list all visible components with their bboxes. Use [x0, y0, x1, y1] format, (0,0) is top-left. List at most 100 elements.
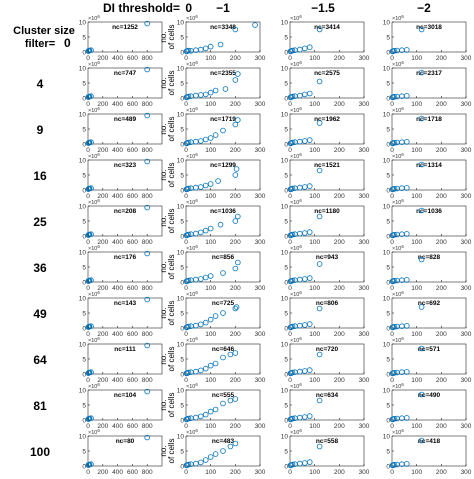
- y-tick-label: 0: [386, 280, 390, 287]
- y-tick-label: 5: [284, 265, 288, 272]
- x-tick-label: 300: [255, 469, 266, 476]
- x-tick-label: 0: [184, 55, 188, 62]
- ylabel-line2: of cells: [167, 439, 176, 464]
- x-tick-label: 300: [359, 285, 370, 292]
- axes-box: [391, 113, 467, 145]
- x-tick-label: 300: [255, 193, 266, 200]
- panel: 0 5 10 0 200 400 600 800 ×106 nc=208: [79, 198, 163, 246]
- nc-label: nc=943: [316, 254, 339, 261]
- axes-box: [87, 435, 163, 467]
- column-header: −2: [417, 1, 431, 15]
- x-tick-label: 0: [288, 423, 292, 430]
- y-tick-label: 10: [177, 66, 185, 73]
- y-tick-label: 10: [383, 112, 391, 119]
- x-tick-label: 0: [288, 55, 292, 62]
- y-tick-label: 5: [284, 311, 288, 318]
- nc-label: nc=176: [114, 254, 137, 261]
- panel: 0 5 10 0 200 400 600 800 ×106 nc=747: [79, 60, 163, 108]
- axes-box: [289, 159, 365, 191]
- y-tick-label: 0: [284, 188, 288, 195]
- data-point: [391, 277, 398, 284]
- y-exponent: ×106: [290, 152, 302, 160]
- y-tick-label: 0: [180, 50, 184, 57]
- y-tick-label: 10: [281, 342, 289, 349]
- data-point: [391, 461, 398, 468]
- x-tick-label: 800: [142, 239, 153, 246]
- data-point: [193, 230, 199, 237]
- y-exponent-power: 6: [401, 152, 404, 157]
- y-exponent-power: 6: [299, 106, 302, 111]
- data-point: [306, 275, 313, 281]
- row-header: 36: [33, 261, 47, 275]
- y-exponent-power: 6: [195, 428, 198, 433]
- y-tick-label: 0: [284, 50, 288, 57]
- panel: 0 5 10 0 200 400 600 800 ×106 nc=143: [79, 290, 163, 338]
- x-tick-label: 200: [334, 377, 345, 384]
- x-tick-label: 200: [230, 331, 241, 338]
- data-point: [217, 221, 224, 228]
- y-exponent-power: 6: [195, 198, 198, 203]
- data-point: [403, 93, 410, 99]
- data-point: [212, 132, 219, 138]
- data-point: [207, 89, 214, 96]
- data-point: [316, 261, 323, 267]
- data-point: [212, 313, 219, 319]
- y-tick-label: 10: [281, 112, 289, 119]
- y-exponent: ×106: [88, 106, 100, 114]
- data-point: [88, 461, 94, 468]
- nc-label: nc=80: [116, 438, 135, 445]
- axes-box: [391, 389, 467, 421]
- y-exponent: ×106: [186, 198, 198, 206]
- data-point: [198, 184, 204, 190]
- data-point: [391, 186, 398, 192]
- x-tick-label: 200: [230, 423, 241, 430]
- x-tick-label: 300: [461, 285, 472, 292]
- data-point: [403, 415, 410, 421]
- y-exponent: ×106: [88, 198, 100, 206]
- x-tick-label: 200: [97, 469, 108, 476]
- x-tick-label: 300: [461, 101, 472, 108]
- x-tick-label: 400: [112, 55, 123, 62]
- y-exponent-power: 6: [195, 382, 198, 387]
- row-header: 81: [33, 399, 47, 413]
- y-exponent: ×106: [392, 382, 404, 390]
- ylabel-line1: no.: [159, 77, 168, 88]
- data-point: [418, 304, 425, 310]
- ylabel-line1: no.: [159, 307, 168, 318]
- data-point: [212, 406, 219, 413]
- y-tick-label: 5: [180, 173, 184, 180]
- y-exponent-power: 6: [299, 244, 302, 249]
- x-tick-label: 200: [230, 377, 241, 384]
- y-tick-label: 10: [177, 204, 185, 211]
- axes-box: [185, 435, 261, 467]
- data-point: [185, 93, 192, 100]
- y-tick-label: 0: [284, 418, 288, 425]
- x-tick-label: 300: [255, 239, 266, 246]
- x-tick-label: 100: [205, 377, 216, 384]
- y-exponent-power: 6: [97, 198, 100, 203]
- data-point: [316, 167, 323, 174]
- y-tick-label: 0: [180, 96, 184, 103]
- y-exponent: ×106: [186, 60, 198, 68]
- data-point: [207, 408, 214, 415]
- y-exponent-power: 6: [97, 244, 100, 249]
- y-tick-label: 0: [284, 464, 288, 471]
- x-tick-label: 300: [255, 55, 266, 62]
- data-point: [217, 41, 224, 48]
- nc-label: nc=483: [212, 438, 235, 445]
- x-tick-label: 200: [97, 285, 108, 292]
- x-tick-label: 400: [112, 285, 123, 292]
- y-exponent: ×106: [290, 14, 302, 22]
- x-tick-label: 200: [97, 239, 108, 246]
- y-tick-label: 5: [284, 35, 288, 42]
- y-exponent: ×106: [88, 60, 100, 68]
- axes-box: [289, 205, 365, 237]
- data-point: [252, 22, 258, 28]
- x-tick-label: 300: [359, 423, 370, 430]
